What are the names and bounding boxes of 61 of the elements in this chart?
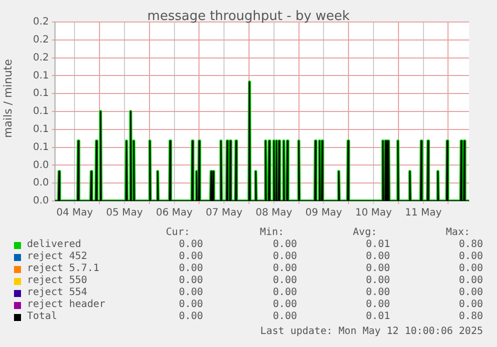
text: 0.00 [178,275,203,286]
text: Max: [446,227,470,238]
text: 0.80 [458,311,483,322]
y-tick-label: 0.1 [32,124,49,135]
x-tick-label: 08 May [256,208,292,219]
text: 0.00 [366,251,390,262]
y-tick-label: 0.0 [32,196,49,207]
y-tick-label: 0.2 [32,52,49,64]
legend-label: Total [27,311,58,322]
legend-label: reject 554 [27,287,88,298]
chart-title: message throughput - by week [147,9,350,24]
legend-label: reject header [27,299,106,310]
text: 0.00 [272,299,297,310]
text: Cur: [166,227,190,238]
text: 0.00 [458,251,483,262]
text: 0.00 [272,239,297,250]
text: 0.00 [272,311,297,322]
text: 0.00 [178,251,203,262]
text: 0.00 [458,263,483,274]
y-tick-label: 0.2 [32,34,49,46]
text: 0.00 [272,275,297,286]
text: Min: [260,227,284,238]
text: 0.00 [272,263,297,274]
text: Avg: [352,227,377,238]
y-tick-label: 0.1 [32,142,49,153]
y-tick-label: 0.1 [32,88,49,100]
y-axis-title: mails / minute [2,58,14,138]
text: 0.00 [272,287,297,298]
text: 0.00 [458,275,483,286]
x-tick-label: 09 May [305,208,342,219]
text: 0.00 [178,287,203,298]
x-tick-label: 05 May [106,208,143,219]
x-tick-label: 11 May [405,208,442,219]
legend-label: reject 550 [27,275,88,286]
text: 0.00 [178,311,203,322]
text: 0.00 [178,299,203,310]
y-tick-label: 0.0 [32,160,49,171]
text: 0.80 [458,239,483,250]
y-tick-label: 0.1 [32,106,49,118]
text: 0.00 [366,275,390,286]
text: 0.00 [366,287,390,298]
text: Last update: Mon May 12 10:00:06 2025 [260,326,483,337]
text: 0.01 [366,239,390,250]
x-tick-label: 10 May [355,208,392,219]
text: 0.00 [366,299,390,310]
text: 0.00 [366,263,390,274]
text: 0.00 [272,251,297,262]
x-tick-label: 04 May [56,208,93,219]
text: 0.00 [178,239,203,250]
x-tick-label: 06 May [156,208,193,219]
legend-label: reject 5.7.1 [27,263,100,274]
legend-label: reject 452 [27,251,88,262]
legend-label: delivered [27,239,82,250]
y-tick-label: 0.1 [32,70,49,82]
text: 0.00 [458,287,483,298]
text: 0.01 [366,311,390,322]
x-tick-label: 07 May [206,208,242,219]
text: 0.00 [178,263,203,274]
y-tick-label: 0.0 [32,178,49,189]
y-tick-label: 0.2 [32,16,49,28]
text: 0.00 [458,299,483,310]
